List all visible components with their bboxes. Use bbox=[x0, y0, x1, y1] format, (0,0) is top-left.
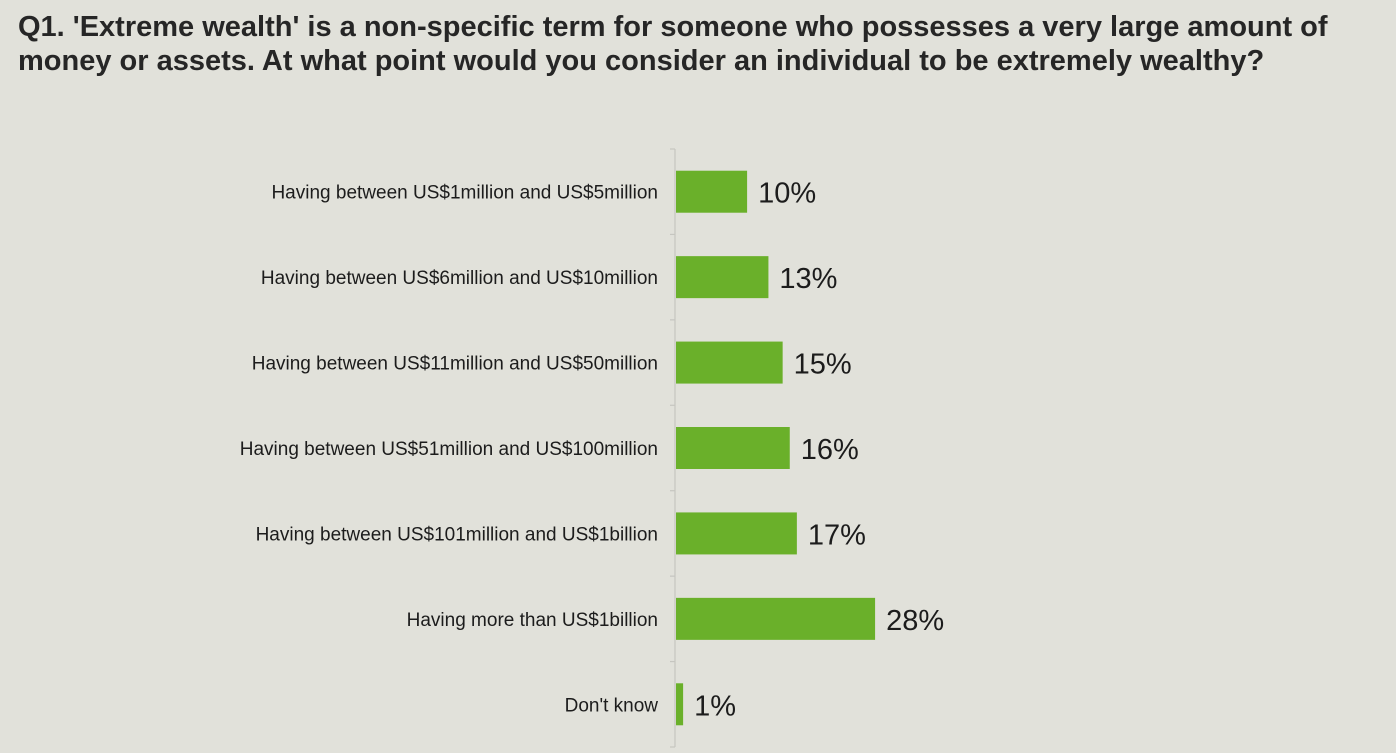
data-label: 17% bbox=[808, 519, 866, 551]
bar bbox=[676, 597, 876, 640]
bar bbox=[676, 512, 797, 555]
data-label: 13% bbox=[779, 263, 837, 295]
bar bbox=[676, 683, 684, 726]
data-label: 1% bbox=[694, 690, 736, 722]
data-label: 28% bbox=[886, 605, 944, 637]
bar bbox=[676, 170, 748, 213]
bar bbox=[676, 341, 783, 384]
category-label: Having between US$6million and US$10mill… bbox=[261, 268, 658, 289]
bar bbox=[676, 256, 769, 299]
category-label: Having between US$51million and US$100mi… bbox=[240, 439, 658, 460]
bar bbox=[676, 427, 790, 469]
category-label: Having between US$1million and US$5milli… bbox=[271, 183, 658, 204]
category-label: Don't know bbox=[565, 695, 659, 716]
data-label: 15% bbox=[794, 349, 852, 381]
category-label: Having between US$11million and US$50mil… bbox=[252, 354, 658, 375]
category-label: Having more than US$1billion bbox=[407, 610, 658, 631]
data-label: 10% bbox=[758, 178, 816, 210]
category-axis bbox=[670, 148, 676, 748]
data-label: 16% bbox=[801, 434, 859, 466]
chart-title: Q1. 'Extreme wealth' is a non-specific t… bbox=[18, 11, 1328, 77]
labels: Having between US$1million and US$5milli… bbox=[240, 178, 944, 723]
category-label: Having between US$101million and US$1bil… bbox=[256, 524, 658, 545]
bars bbox=[676, 170, 876, 726]
